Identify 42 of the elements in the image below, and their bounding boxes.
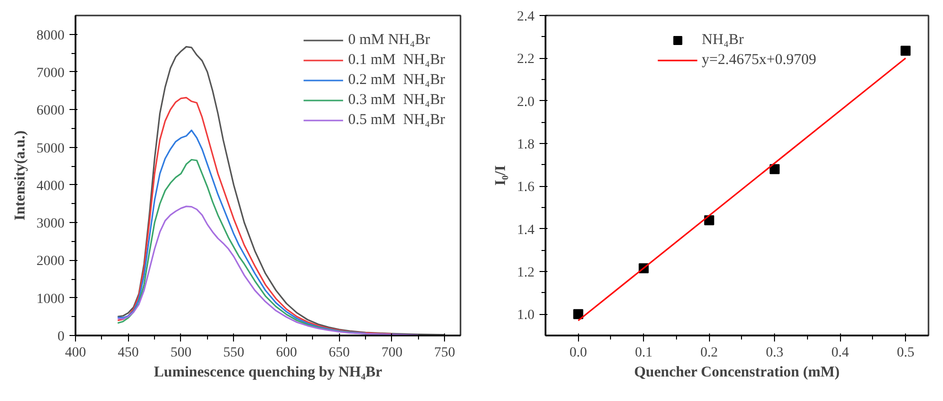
legend-label: 0.5 mM NH₄Br xyxy=(348,112,445,128)
y-tick-label: 1.8 xyxy=(517,138,534,152)
x-tick-label: 0.4 xyxy=(831,346,849,360)
legend-label: y=2.4675x+0.9709 xyxy=(702,52,816,68)
y-tick-label: 5000 xyxy=(36,141,64,156)
x-tick-label: 0.5 xyxy=(896,346,914,360)
y-tick-label: 0 xyxy=(58,330,64,344)
y-tick-label: 8000 xyxy=(36,28,64,44)
y-tick-label: 1000 xyxy=(36,292,64,307)
x-tick-label: 0.3 xyxy=(766,346,784,360)
legend-label: 0 mM NH₄Br xyxy=(348,32,430,48)
x-tick-label: 400 xyxy=(65,346,86,360)
y-tick-label: 2.2 xyxy=(517,52,534,68)
legend-label: 0.2 mM NH₄Br xyxy=(348,72,445,88)
x-axis-title: Luminescence quenching by NH₄Br xyxy=(154,364,382,380)
y-axis-title: Intensity(a.u.) xyxy=(12,130,28,221)
x-tick-label: 700 xyxy=(381,346,402,360)
x-tick-label: 0.2 xyxy=(700,346,718,360)
y-tick-label: 4000 xyxy=(36,178,64,194)
x-tick-label: 600 xyxy=(276,346,297,360)
x-tick-label: 750 xyxy=(434,346,456,360)
x-tick-label: 500 xyxy=(170,346,192,360)
y-tick-label: 2.4 xyxy=(517,10,534,24)
legend-label: NH₄Br xyxy=(702,32,744,48)
x-tick-label: 0.0 xyxy=(569,346,587,360)
x-tick-label: 0.1 xyxy=(634,346,652,360)
y-tick-label: 2.0 xyxy=(517,94,534,110)
y-tick-label: 6000 xyxy=(36,104,64,119)
y-tick-label: 7000 xyxy=(36,66,64,81)
y-tick-label: 1.6 xyxy=(517,180,534,196)
y-tick-label: 3000 xyxy=(36,216,64,232)
x-tick-label: 450 xyxy=(118,346,139,360)
y-tick-label: 1.4 xyxy=(517,222,534,238)
x-tick-label: 650 xyxy=(328,346,350,360)
legend-label: 0.1 mM NH₄Br xyxy=(348,52,445,68)
y-axis-title: I₀/I xyxy=(493,165,509,186)
y-tick-label: 1.0 xyxy=(517,308,534,324)
y-tick-label: 2000 xyxy=(36,254,64,270)
legend-label: 0.3 mM NH₄Br xyxy=(348,92,445,108)
x-tick-label: 550 xyxy=(223,346,244,360)
y-tick-label: 1.2 xyxy=(517,266,534,280)
x-axis-title: Quencher Concenstration (mM) xyxy=(634,364,840,380)
